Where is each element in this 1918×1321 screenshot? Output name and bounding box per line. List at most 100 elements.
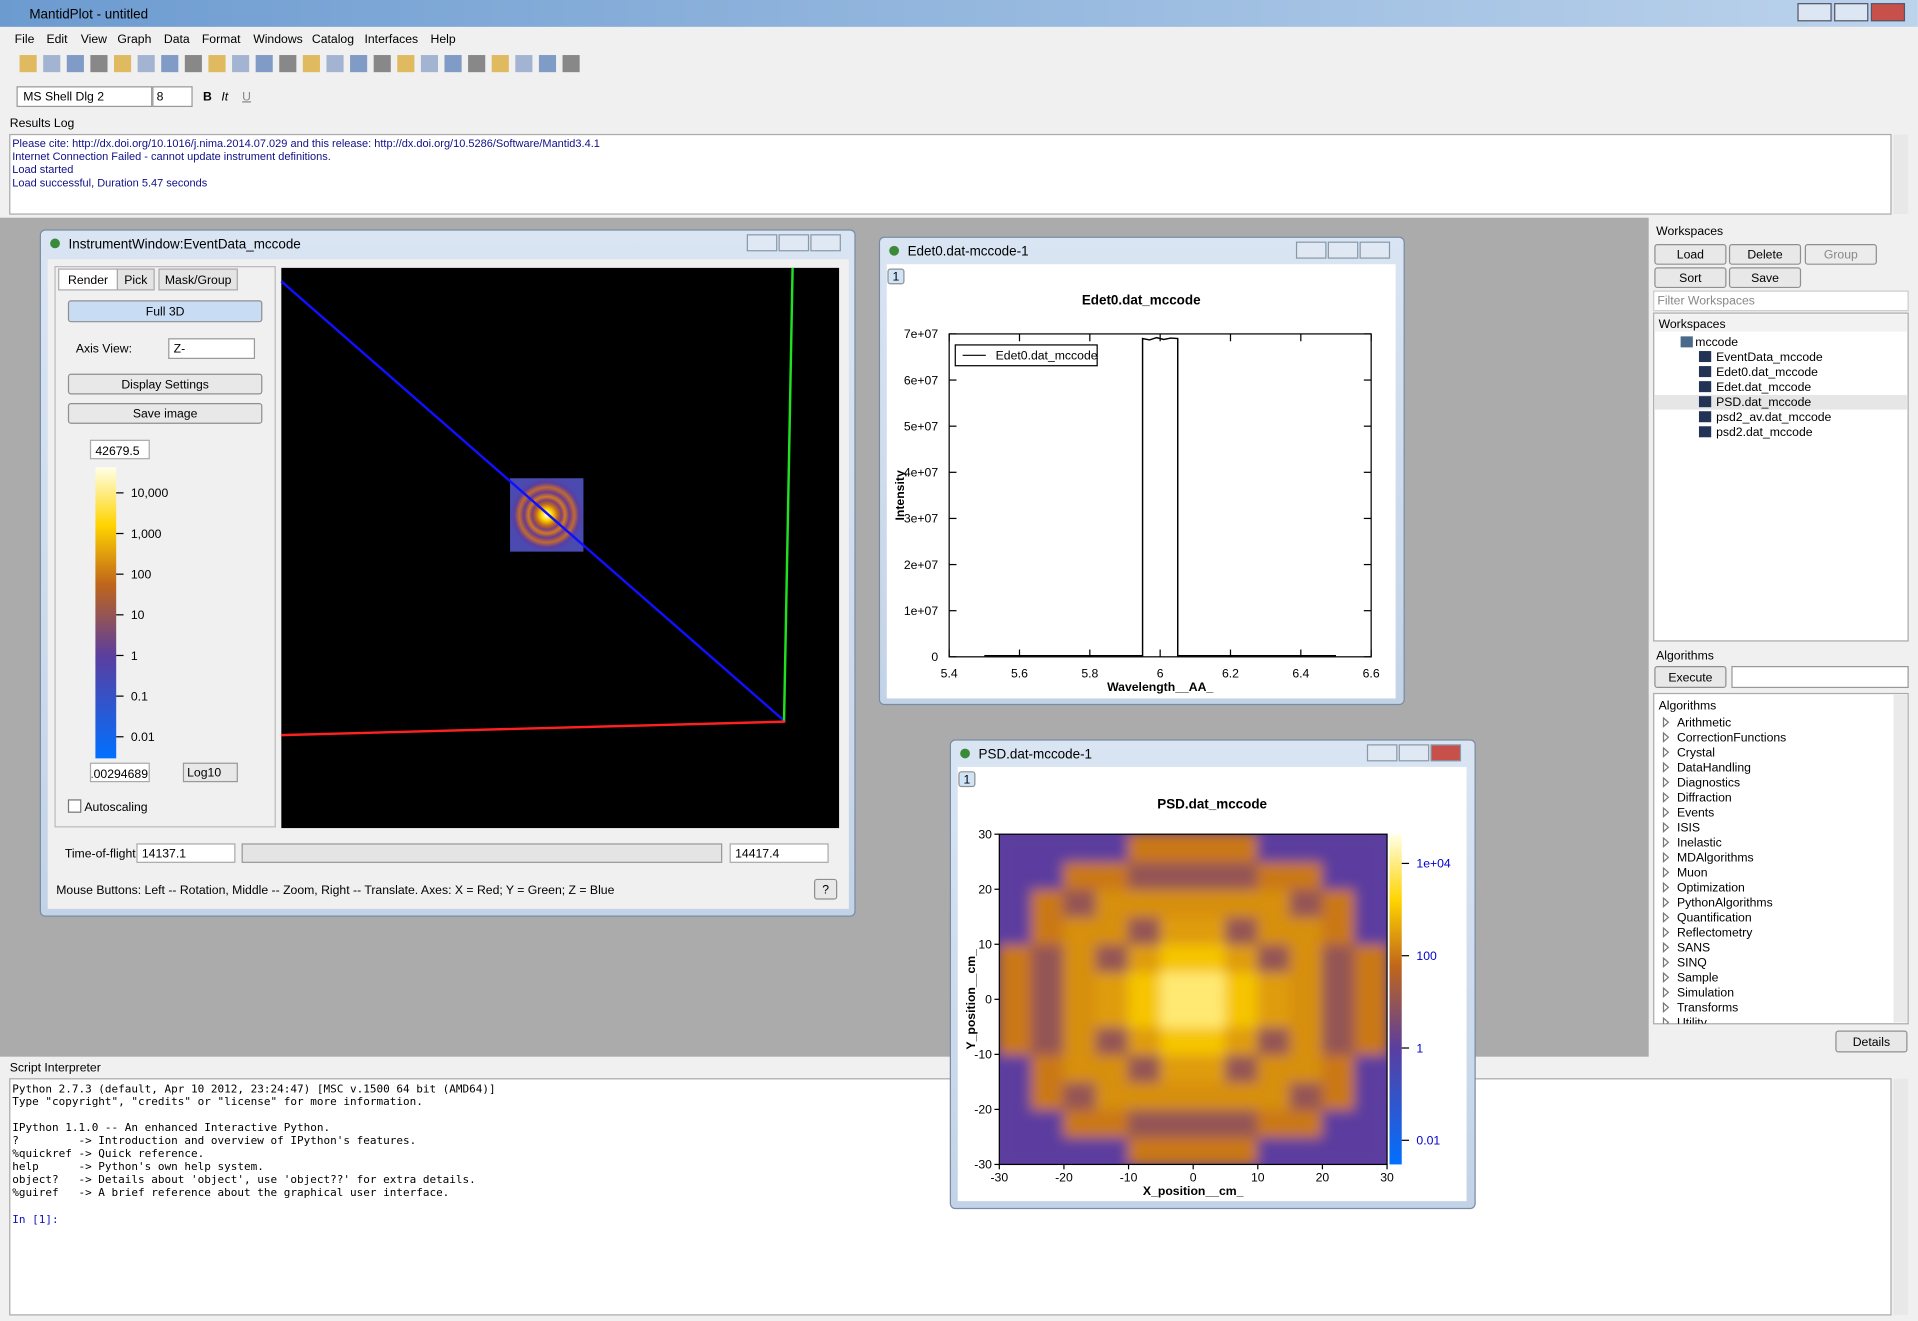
tool-icon[interactable]	[161, 55, 179, 73]
tree-header-label: Algorithms	[1659, 698, 1717, 712]
tool-icon[interactable]	[232, 55, 250, 73]
font-combo[interactable]	[16, 86, 153, 108]
menu-item[interactable]: Interfaces	[364, 32, 418, 46]
window-button[interactable]	[1797, 3, 1832, 22]
menu-item[interactable]: Windows	[253, 32, 303, 46]
window-button[interactable]	[1398, 744, 1430, 762]
window-button[interactable]	[1430, 744, 1462, 762]
window-button[interactable]	[1295, 241, 1327, 259]
tool-icon[interactable]	[350, 55, 368, 73]
layer-button[interactable]	[958, 771, 976, 788]
layer-button[interactable]	[887, 268, 905, 285]
tool-icon[interactable]	[444, 55, 462, 73]
algorithm-category[interactable]: Diffraction	[1677, 791, 1732, 805]
tab[interactable]	[116, 268, 155, 291]
format-button[interactable]: U	[242, 89, 251, 103]
details-button[interactable]	[1835, 1030, 1908, 1053]
algorithm-category[interactable]: Optimization	[1677, 881, 1745, 895]
window-button[interactable]	[1870, 3, 1906, 22]
ws-button[interactable]	[1804, 244, 1877, 265]
algorithm-combo[interactable]	[1731, 666, 1909, 689]
menu-item[interactable]: Graph	[117, 32, 151, 46]
tool-icon[interactable]	[420, 55, 439, 73]
algorithm-category[interactable]: Simulation	[1677, 986, 1734, 1000]
window-button[interactable]	[778, 234, 810, 252]
algorithm-category[interactable]: Transforms	[1677, 1001, 1738, 1015]
tool-icon[interactable]	[538, 55, 557, 73]
ws-button[interactable]	[1654, 267, 1727, 289]
menu-item[interactable]: View	[81, 32, 107, 46]
algorithm-category[interactable]: Muon	[1677, 866, 1708, 880]
algorithm-category[interactable]: SINQ	[1677, 956, 1707, 970]
tree-root[interactable]: mccode	[1695, 335, 1738, 349]
algorithm-category[interactable]: SANS	[1677, 941, 1710, 955]
scale-combo[interactable]	[182, 762, 238, 783]
algorithm-category[interactable]: Reflectometry	[1677, 926, 1753, 940]
workspace-item[interactable]: psd2.dat_mccode	[1716, 425, 1813, 439]
menu-item[interactable]: Edit	[46, 32, 68, 46]
window-button[interactable]	[1366, 744, 1398, 762]
algorithm-category[interactable]: MDAlgorithms	[1677, 851, 1754, 865]
tool-icon[interactable]	[279, 55, 297, 73]
ws-button[interactable]	[1728, 244, 1802, 265]
algorithm-category[interactable]: PythonAlgorithms	[1677, 896, 1773, 910]
menu-item[interactable]: Help	[431, 32, 456, 46]
window-button[interactable]	[746, 234, 778, 252]
menu-item[interactable]: Format	[202, 32, 241, 46]
workspace-item[interactable]: PSD.dat_mccode	[1716, 395, 1811, 409]
algorithm-category[interactable]: CorrectionFunctions	[1677, 731, 1786, 745]
tool-icon[interactable]	[43, 55, 61, 73]
algorithm-category[interactable]: Diagnostics	[1677, 776, 1740, 790]
tool-icon[interactable]	[397, 55, 415, 73]
tool-icon[interactable]	[562, 55, 580, 73]
tool-icon[interactable]	[326, 55, 344, 73]
window-button[interactable]	[810, 234, 841, 252]
tool-icon[interactable]	[19, 55, 37, 73]
tool-icon[interactable]	[468, 55, 486, 73]
workspace-item[interactable]: Edet0.dat_mccode	[1716, 365, 1818, 379]
tool-icon[interactable]	[66, 55, 84, 73]
algorithm-category[interactable]: Quantification	[1677, 911, 1752, 925]
window-button[interactable]	[1834, 3, 1869, 22]
algorithm-category[interactable]: DataHandling	[1677, 761, 1751, 775]
tool-icon[interactable]	[184, 55, 202, 73]
ws-button[interactable]	[1654, 244, 1727, 265]
tab[interactable]	[158, 268, 238, 291]
workspace-item[interactable]: psd2_av.dat_mccode	[1716, 410, 1831, 424]
tool-icon[interactable]	[90, 55, 108, 73]
algorithm-category[interactable]: Events	[1677, 806, 1714, 820]
axis-view-combo[interactable]	[168, 338, 256, 359]
tool-icon[interactable]	[373, 55, 391, 73]
tool-icon[interactable]	[302, 55, 320, 73]
ws-button[interactable]	[1728, 267, 1802, 289]
algorithm-category[interactable]: Arithmetic	[1677, 716, 1731, 730]
workspace-item[interactable]: EventData_mccode	[1716, 350, 1823, 364]
menu-item[interactable]: File	[15, 32, 35, 46]
tool-icon[interactable]	[208, 55, 226, 73]
algorithm-category[interactable]: ISIS	[1677, 821, 1700, 835]
format-button[interactable]: It	[221, 89, 228, 103]
menu-item[interactable]: Catalog	[312, 32, 354, 46]
algorithm-category[interactable]: Utility	[1677, 1016, 1708, 1030]
tool-icon[interactable]	[491, 55, 509, 73]
tool-icon[interactable]	[137, 55, 155, 73]
display-settings-button[interactable]	[67, 373, 263, 395]
window-button[interactable]	[1359, 241, 1391, 259]
checkbox[interactable]	[67, 799, 82, 813]
render-mode-combo[interactable]	[67, 300, 263, 323]
save-image-button[interactable]	[67, 403, 263, 424]
algorithm-category[interactable]: Sample	[1677, 971, 1719, 985]
tool-icon[interactable]	[515, 55, 533, 73]
algorithm-category[interactable]: Inelastic	[1677, 836, 1722, 850]
execute-button[interactable]	[1654, 666, 1727, 689]
format-button[interactable]: B	[203, 89, 212, 103]
tof-slider[interactable]	[241, 843, 723, 863]
menu-item[interactable]: Data	[164, 32, 190, 46]
algorithm-category[interactable]: Crystal	[1677, 746, 1715, 760]
window-button[interactable]	[1327, 241, 1359, 259]
workspace-item[interactable]: Edet.dat_mccode	[1716, 380, 1811, 394]
size-box[interactable]	[152, 86, 193, 108]
tool-icon[interactable]	[255, 55, 273, 73]
help-button[interactable]	[814, 878, 838, 900]
tool-icon[interactable]	[113, 55, 132, 73]
